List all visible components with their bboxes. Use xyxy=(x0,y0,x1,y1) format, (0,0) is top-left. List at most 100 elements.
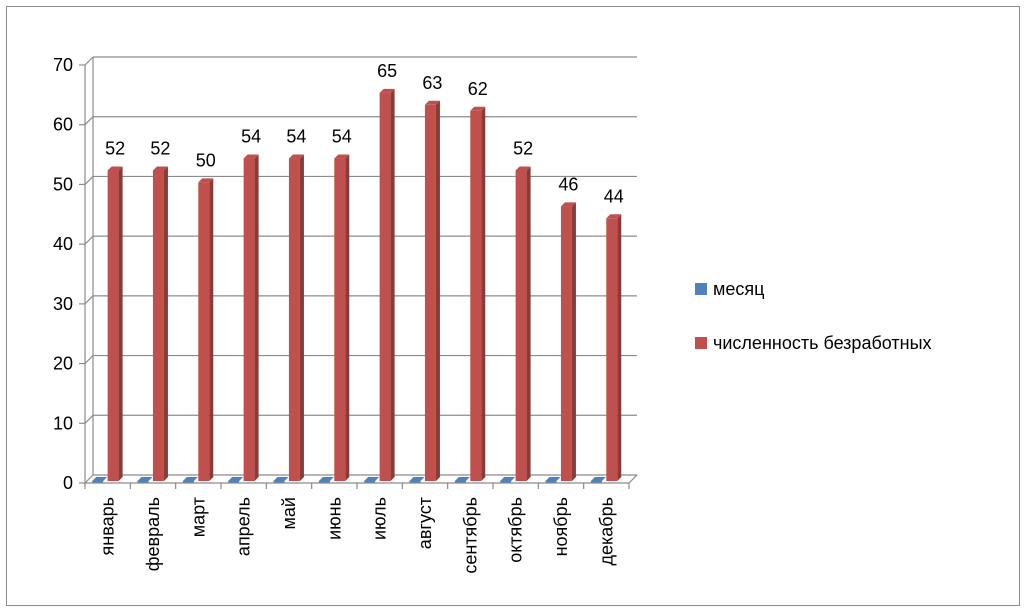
bar xyxy=(273,481,285,483)
bar-top xyxy=(606,214,622,219)
bar xyxy=(288,158,300,482)
legend: месяц численность безработных xyxy=(695,279,932,353)
bar-top xyxy=(182,477,198,481)
data-label: 52 xyxy=(105,138,125,158)
x-category-label: февраль xyxy=(143,497,163,571)
data-label: 54 xyxy=(241,127,261,147)
bar xyxy=(606,218,618,481)
bar xyxy=(182,481,194,483)
gridline-depth xyxy=(84,474,94,484)
gridline-depth xyxy=(84,295,94,305)
x-category-label: июнь xyxy=(324,497,344,540)
y-tick-label: 50 xyxy=(53,174,73,194)
bar-side xyxy=(617,214,622,481)
x-category-label: октябрь xyxy=(506,497,526,563)
bar-top xyxy=(228,477,244,481)
bar xyxy=(500,481,512,483)
x-category-label: сентябрь xyxy=(460,497,480,574)
bar xyxy=(137,481,149,483)
y-tick-label: 10 xyxy=(53,413,73,433)
bar-top xyxy=(590,477,606,481)
bar xyxy=(560,206,572,482)
data-label: 52 xyxy=(150,138,170,158)
data-label: 63 xyxy=(422,73,442,93)
bar xyxy=(318,481,330,483)
bar xyxy=(424,104,436,482)
y-tick-label: 70 xyxy=(53,55,73,75)
bar-side xyxy=(254,154,259,482)
x-category-label: апрель xyxy=(234,497,254,556)
gridline-depth xyxy=(84,355,94,364)
data-label: 44 xyxy=(604,186,624,206)
bar xyxy=(334,158,346,482)
bar-top xyxy=(273,477,289,481)
bar xyxy=(515,170,527,481)
bar-top xyxy=(92,477,108,481)
bar-side xyxy=(163,166,168,481)
data-label: 54 xyxy=(332,127,352,147)
bar xyxy=(243,158,255,482)
bar-top xyxy=(379,88,395,93)
bar xyxy=(545,481,557,483)
bar xyxy=(198,182,210,481)
bar xyxy=(107,170,119,481)
bar-top xyxy=(152,166,168,171)
data-label: 46 xyxy=(558,174,578,194)
gridline-depth xyxy=(84,176,94,185)
data-label: 62 xyxy=(468,79,488,99)
legend-label: месяц xyxy=(713,279,764,299)
x-category-label: май xyxy=(279,497,299,529)
gridline-depth xyxy=(84,235,94,245)
bar-side xyxy=(481,106,486,482)
data-label: 50 xyxy=(196,150,216,170)
legend-swatch xyxy=(695,337,707,349)
bar-top xyxy=(107,166,123,171)
gridline-depth xyxy=(84,414,94,424)
bar-top xyxy=(424,100,440,105)
x-category-label: январь xyxy=(98,497,118,555)
gridline-depth xyxy=(84,56,94,66)
bar-chart: 0 10 20 30 40 50 60 70 52 52 50 54 54 54 65 63 62 52 46 44… xyxy=(53,55,932,574)
gridline-depth xyxy=(84,116,94,126)
x-axis-categories: январь февраль март апрель май июнь июль август… xyxy=(84,483,630,574)
legend-label: численность безработных xyxy=(713,333,932,353)
y-tick-label: 20 xyxy=(53,354,73,374)
x-category-label: март xyxy=(188,497,208,537)
bar xyxy=(152,170,164,481)
bar-top xyxy=(137,477,153,481)
y-tick-label: 0 xyxy=(63,473,73,493)
bar-top xyxy=(409,477,425,481)
bar xyxy=(409,481,421,483)
bar-top xyxy=(560,202,576,207)
bar xyxy=(228,481,240,483)
bar-top xyxy=(318,477,334,481)
bar xyxy=(470,110,482,482)
bar xyxy=(92,481,104,483)
bar-side xyxy=(526,166,531,481)
bars-layer xyxy=(92,88,622,483)
y-tick-label: 40 xyxy=(53,234,73,254)
legend-swatch xyxy=(695,283,707,295)
bar-side xyxy=(118,166,123,481)
floor-right xyxy=(628,474,638,484)
bar-top xyxy=(500,477,516,481)
bar-top xyxy=(454,477,470,481)
bar xyxy=(364,481,376,483)
y-axis-ticks: 0 10 20 30 40 50 60 70 xyxy=(53,55,85,493)
y-tick-label: 30 xyxy=(53,294,73,314)
x-category-label: декабрь xyxy=(596,497,616,566)
bar-side xyxy=(571,202,576,482)
bar-top xyxy=(545,477,561,481)
bar-side xyxy=(435,100,440,482)
bar-top xyxy=(288,154,304,159)
x-category-label: август xyxy=(415,497,435,549)
bar-top xyxy=(243,154,259,159)
bar-side xyxy=(345,154,350,482)
chart-frame: 0 10 20 30 40 50 60 70 52 52 50 54 54 54 65 63 62 52 46 44… xyxy=(6,6,1020,606)
bar xyxy=(379,92,391,481)
bar-top xyxy=(515,166,531,171)
bar-side xyxy=(299,154,304,482)
bar xyxy=(454,481,466,483)
data-label: 52 xyxy=(513,138,533,158)
bar-top xyxy=(470,106,486,111)
